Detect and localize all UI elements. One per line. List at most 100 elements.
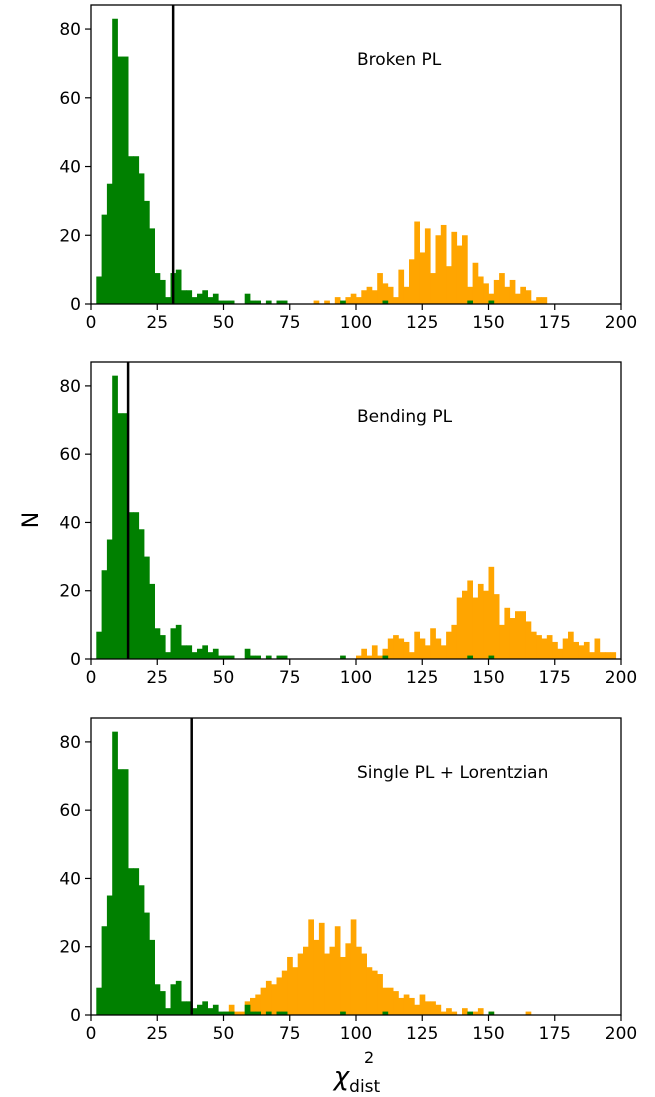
- orange-bar: [255, 994, 261, 1015]
- green-bar: [165, 297, 171, 304]
- orange-bar: [271, 984, 277, 1015]
- green-bar: [212, 648, 219, 659]
- orange-bar: [504, 607, 511, 659]
- green-bar: [96, 987, 102, 1015]
- panel-2-frame: [90, 361, 622, 660]
- orange-bar: [424, 645, 431, 659]
- green-bar: [138, 173, 145, 304]
- orange-bar: [488, 293, 495, 304]
- orange-bar: [403, 994, 410, 1015]
- green-bar: [181, 290, 187, 304]
- orange-bar: [488, 566, 495, 659]
- green-bar: [281, 655, 288, 659]
- green-bar: [265, 1011, 272, 1015]
- x-tick-label: 150: [472, 1024, 504, 1044]
- orange-bar: [419, 638, 426, 659]
- green-bar: [117, 56, 124, 304]
- orange-bar: [366, 967, 373, 1015]
- orange-bar: [313, 300, 320, 304]
- green-bar: [159, 279, 166, 304]
- orange-bar: [403, 641, 410, 659]
- green-bar: [154, 628, 161, 659]
- y-tick-label: 20: [59, 582, 81, 602]
- x-tick-label: 150: [472, 668, 504, 688]
- orange-bar: [499, 273, 505, 304]
- x-tick-label: 50: [213, 313, 235, 333]
- x-tick-label: 75: [279, 1024, 301, 1044]
- y-tick-label: 80: [59, 733, 81, 753]
- x-tick-label: 25: [146, 668, 168, 688]
- orange-bar: [297, 953, 304, 1015]
- green-bar: [340, 1011, 346, 1015]
- orange-bar: [350, 293, 357, 304]
- orange-bar: [467, 580, 473, 659]
- green-bar: [265, 655, 272, 659]
- green-bar: [467, 300, 473, 304]
- green-bar: [244, 648, 251, 659]
- orange-bar: [430, 1001, 436, 1015]
- orange-bar: [446, 266, 452, 304]
- green-bar: [488, 655, 495, 659]
- green-bar: [255, 300, 261, 304]
- green-bar: [255, 655, 261, 659]
- green-bar: [170, 628, 177, 659]
- x-tick-label: 0: [86, 313, 97, 333]
- green-bar: [228, 655, 235, 659]
- x-tick-label: 50: [213, 668, 235, 688]
- orange-bar: [557, 648, 564, 659]
- green-bar: [128, 512, 134, 659]
- orange-bar: [377, 655, 383, 659]
- green-bar: [202, 645, 208, 659]
- orange-bar: [292, 967, 299, 1015]
- green-bar: [96, 631, 102, 659]
- x-tick-label: 25: [146, 313, 168, 333]
- orange-bar: [520, 286, 526, 304]
- orange-bar: [483, 283, 489, 304]
- green-bar: [212, 1004, 219, 1015]
- x-tick-label: 0: [86, 1024, 97, 1044]
- orange-bar: [371, 290, 378, 304]
- green-bar: [133, 868, 140, 1015]
- green-bar: [144, 912, 150, 1015]
- orange-bar: [234, 1011, 240, 1015]
- orange-bar: [424, 1001, 431, 1015]
- orange-bar: [377, 974, 383, 1015]
- orange-bar: [477, 583, 484, 659]
- green-bar: [197, 293, 203, 304]
- x-tick-label: 100: [340, 1024, 372, 1044]
- orange-bar: [265, 980, 272, 1015]
- orange-bar: [334, 926, 341, 1015]
- y-tick-label: 0: [70, 1006, 81, 1026]
- orange-bar: [371, 970, 378, 1015]
- green-bar: [101, 214, 108, 304]
- green-bar: [207, 652, 214, 659]
- orange-bar: [472, 262, 479, 304]
- panel-3-label: Single PL + Lorentzian: [357, 763, 548, 783]
- orange-bar: [430, 628, 436, 659]
- orange-bar: [361, 290, 367, 304]
- orange-bar: [308, 919, 314, 1015]
- orange-bar: [239, 1011, 246, 1015]
- orange-bar: [462, 235, 468, 304]
- x-tick-label: 150: [472, 313, 504, 333]
- green-bar: [488, 300, 495, 304]
- green-bar: [218, 1011, 224, 1015]
- orange-bar: [287, 956, 293, 1015]
- orange-bar: [398, 997, 405, 1015]
- orange-bar: [414, 631, 420, 659]
- x-tick-label: 75: [279, 668, 301, 688]
- green-bar: [175, 980, 182, 1015]
- orange-bar: [515, 611, 521, 659]
- green-bar: [202, 290, 208, 304]
- green-bar: [175, 624, 182, 659]
- panel-1-label: Broken PL: [357, 50, 442, 70]
- orange-bar: [504, 286, 511, 304]
- orange-bar: [541, 297, 548, 304]
- orange-bar: [366, 655, 373, 659]
- orange-bar: [446, 1008, 452, 1015]
- orange-bar: [546, 635, 553, 659]
- green-bar: [144, 200, 150, 304]
- panel-1-frame: [90, 4, 622, 305]
- green-bar: [122, 56, 129, 304]
- orange-bar: [303, 946, 309, 1015]
